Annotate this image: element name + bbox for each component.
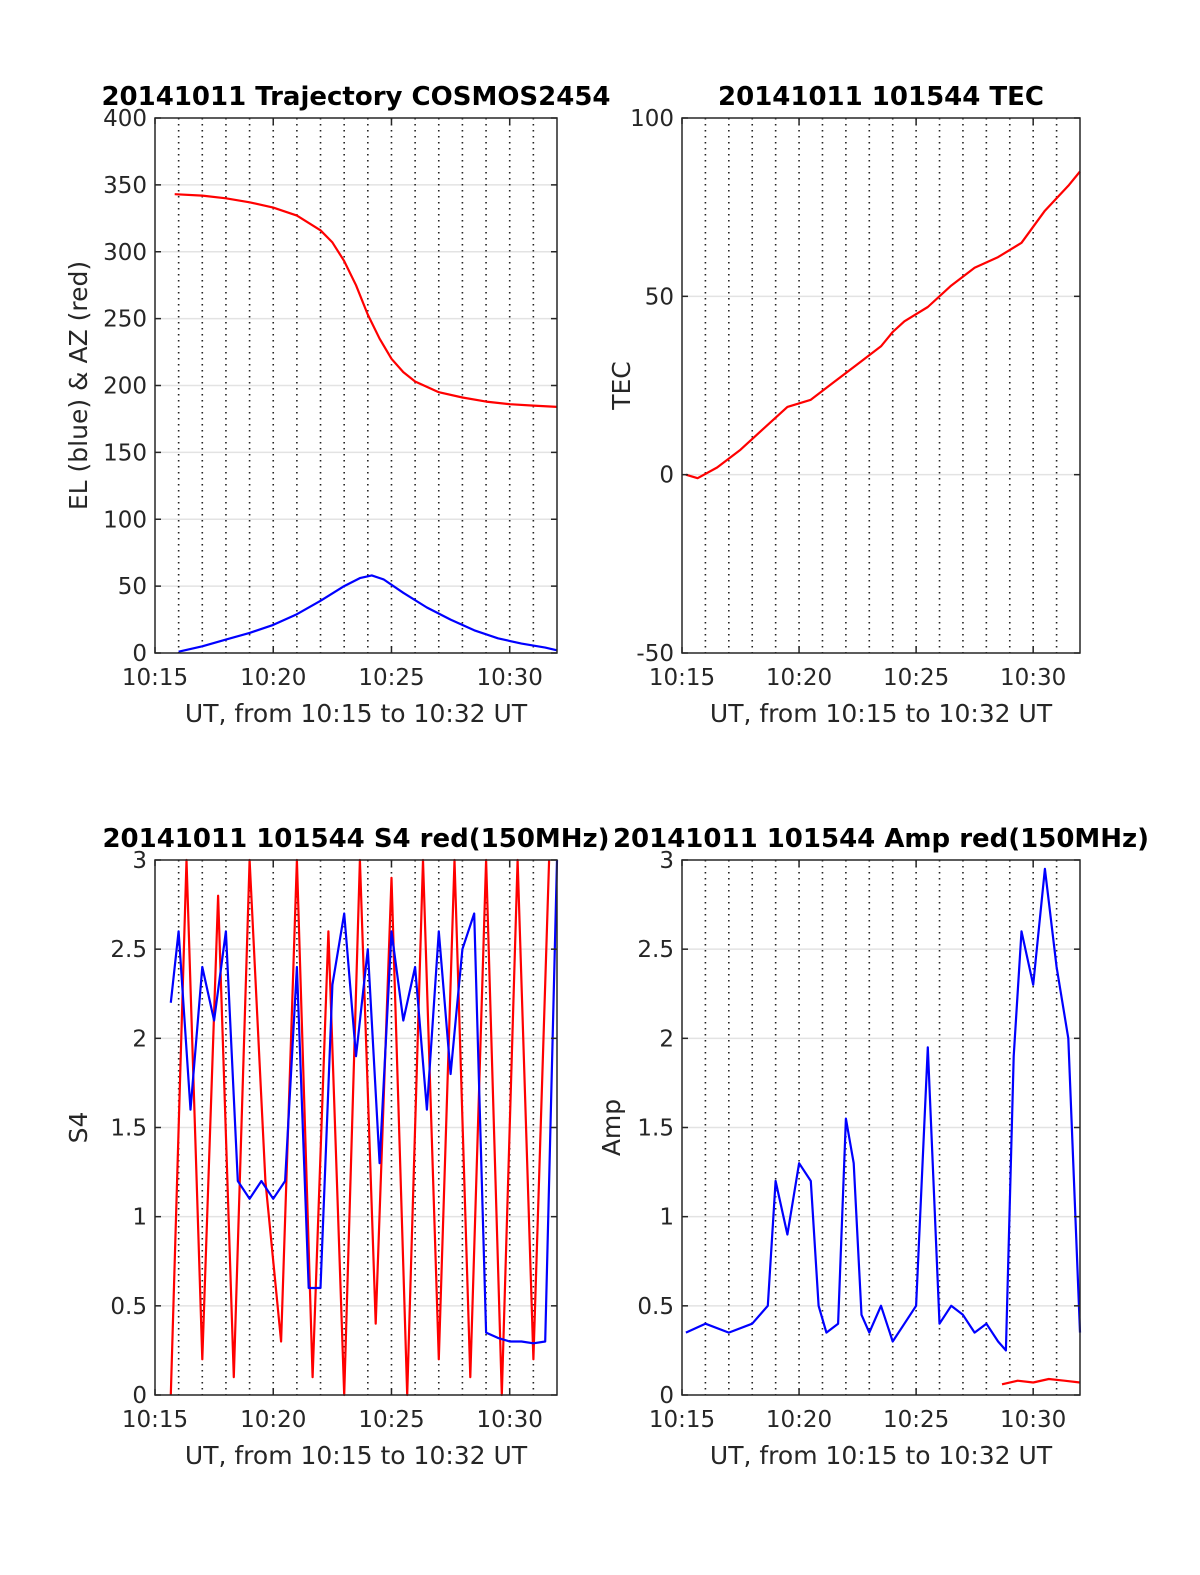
x-tick-label: 10:30	[477, 665, 543, 691]
y-tick-label: 0.5	[110, 1294, 147, 1320]
x-tick-label: 10:25	[358, 1407, 424, 1433]
series-line-2	[178, 574, 558, 653]
chart-title: 20141011 101544 Amp red(150MHz)	[613, 824, 1149, 854]
chart-title: 20141011 101544 TEC	[718, 82, 1044, 112]
x-axis-label: UT, from 10:15 to 10:32 UT	[185, 1441, 528, 1470]
y-tick-label: -50	[636, 641, 674, 667]
y-tick-label: 1.5	[110, 1116, 147, 1142]
axes-frame	[681, 117, 1081, 654]
y-tick-label: 100	[103, 507, 147, 533]
y-tick-label: 1	[132, 1205, 147, 1231]
series-line-2	[685, 867, 1082, 1352]
y-tick-label: 3	[659, 848, 674, 874]
y-tick-label: 0	[132, 1383, 147, 1409]
y-tick-label: 3	[132, 848, 147, 874]
y-tick-label: 50	[118, 574, 147, 600]
y-tick-label: 300	[103, 240, 147, 266]
y-tick-label: 350	[103, 173, 147, 199]
x-axis-label: UT, from 10:15 to 10:32 UT	[185, 699, 528, 728]
x-tick-label: 10:25	[883, 665, 949, 691]
y-tick-label: 0	[659, 1383, 674, 1409]
amp-chart: 0 0.5 1 1.5 2 2.5 3 10:15 10:20 10:25 10:30 2014101…	[597, 824, 1149, 1470]
chart-title: 20141011 101544 S4 red(150MHz)	[102, 824, 609, 854]
x-axis-label: UT, from 10:15 to 10:32 UT	[710, 699, 1053, 728]
x-tick-label: 10:20	[240, 665, 306, 691]
chart-title: 20141011 Trajectory COSMOS2454	[101, 82, 610, 112]
x-tick-label: 10:20	[240, 1407, 306, 1433]
x-tick-label: 10:15	[649, 665, 715, 691]
y-axis-label: S4	[64, 1112, 93, 1144]
y-tick-label: 2	[659, 1026, 674, 1052]
y-tick-label: 0	[132, 641, 147, 667]
x-tick-label: 10:15	[122, 665, 188, 691]
y-axis-label: TEC	[607, 361, 636, 411]
y-tick-label: 150	[103, 440, 147, 466]
x-tick-label: 10:25	[358, 665, 424, 691]
y-tick-label: 400	[103, 106, 147, 132]
x-tick-label: 10:30	[477, 1407, 543, 1433]
x-tick-label: 10:25	[883, 1407, 949, 1433]
x-tick-label: 10:30	[1000, 665, 1066, 691]
s4-chart: 0 0.5 1 1.5 2 2.5 3 10:15 10:20 10:25 10:30 2014101…	[64, 824, 610, 1470]
x-tick-label: 10:30	[1000, 1407, 1066, 1433]
series-line-2	[169, 859, 559, 1345]
y-axis-label: EL (blue) & AZ (red)	[64, 261, 93, 510]
y-tick-label: 0.5	[637, 1294, 674, 1320]
series-line-1	[174, 193, 558, 408]
y-tick-label: 1.5	[637, 1116, 674, 1142]
y-tick-label: 1	[659, 1205, 674, 1231]
y-tick-label: 2	[132, 1026, 147, 1052]
x-tick-label: 10:20	[766, 665, 832, 691]
y-tick-label: 2.5	[637, 937, 674, 963]
plot-area	[682, 118, 1080, 653]
x-axis-label: UT, from 10:15 to 10:32 UT	[710, 1441, 1053, 1470]
y-tick-label: 0	[659, 463, 674, 489]
series-line-1	[685, 170, 1081, 480]
trajectory-chart: 0 50 100 150 200 250 300 350 400 10:15 10:20 10:25 1…	[64, 82, 611, 728]
x-tick-label: 10:15	[122, 1407, 188, 1433]
y-tick-label: 50	[645, 284, 674, 310]
y-tick-label: 200	[103, 374, 147, 400]
x-tick-label: 10:15	[649, 1407, 715, 1433]
tec-chart: -50 0 50 100 10:15 10:20 10:25 10:30 20141011 10…	[607, 82, 1081, 728]
x-tick-label: 10:20	[766, 1407, 832, 1433]
series-line-1	[1001, 1377, 1081, 1386]
y-axis-label: Amp	[597, 1099, 626, 1156]
y-tick-label: 2.5	[110, 937, 147, 963]
y-tick-label: 250	[103, 307, 147, 333]
y-tick-label: 100	[630, 106, 674, 132]
